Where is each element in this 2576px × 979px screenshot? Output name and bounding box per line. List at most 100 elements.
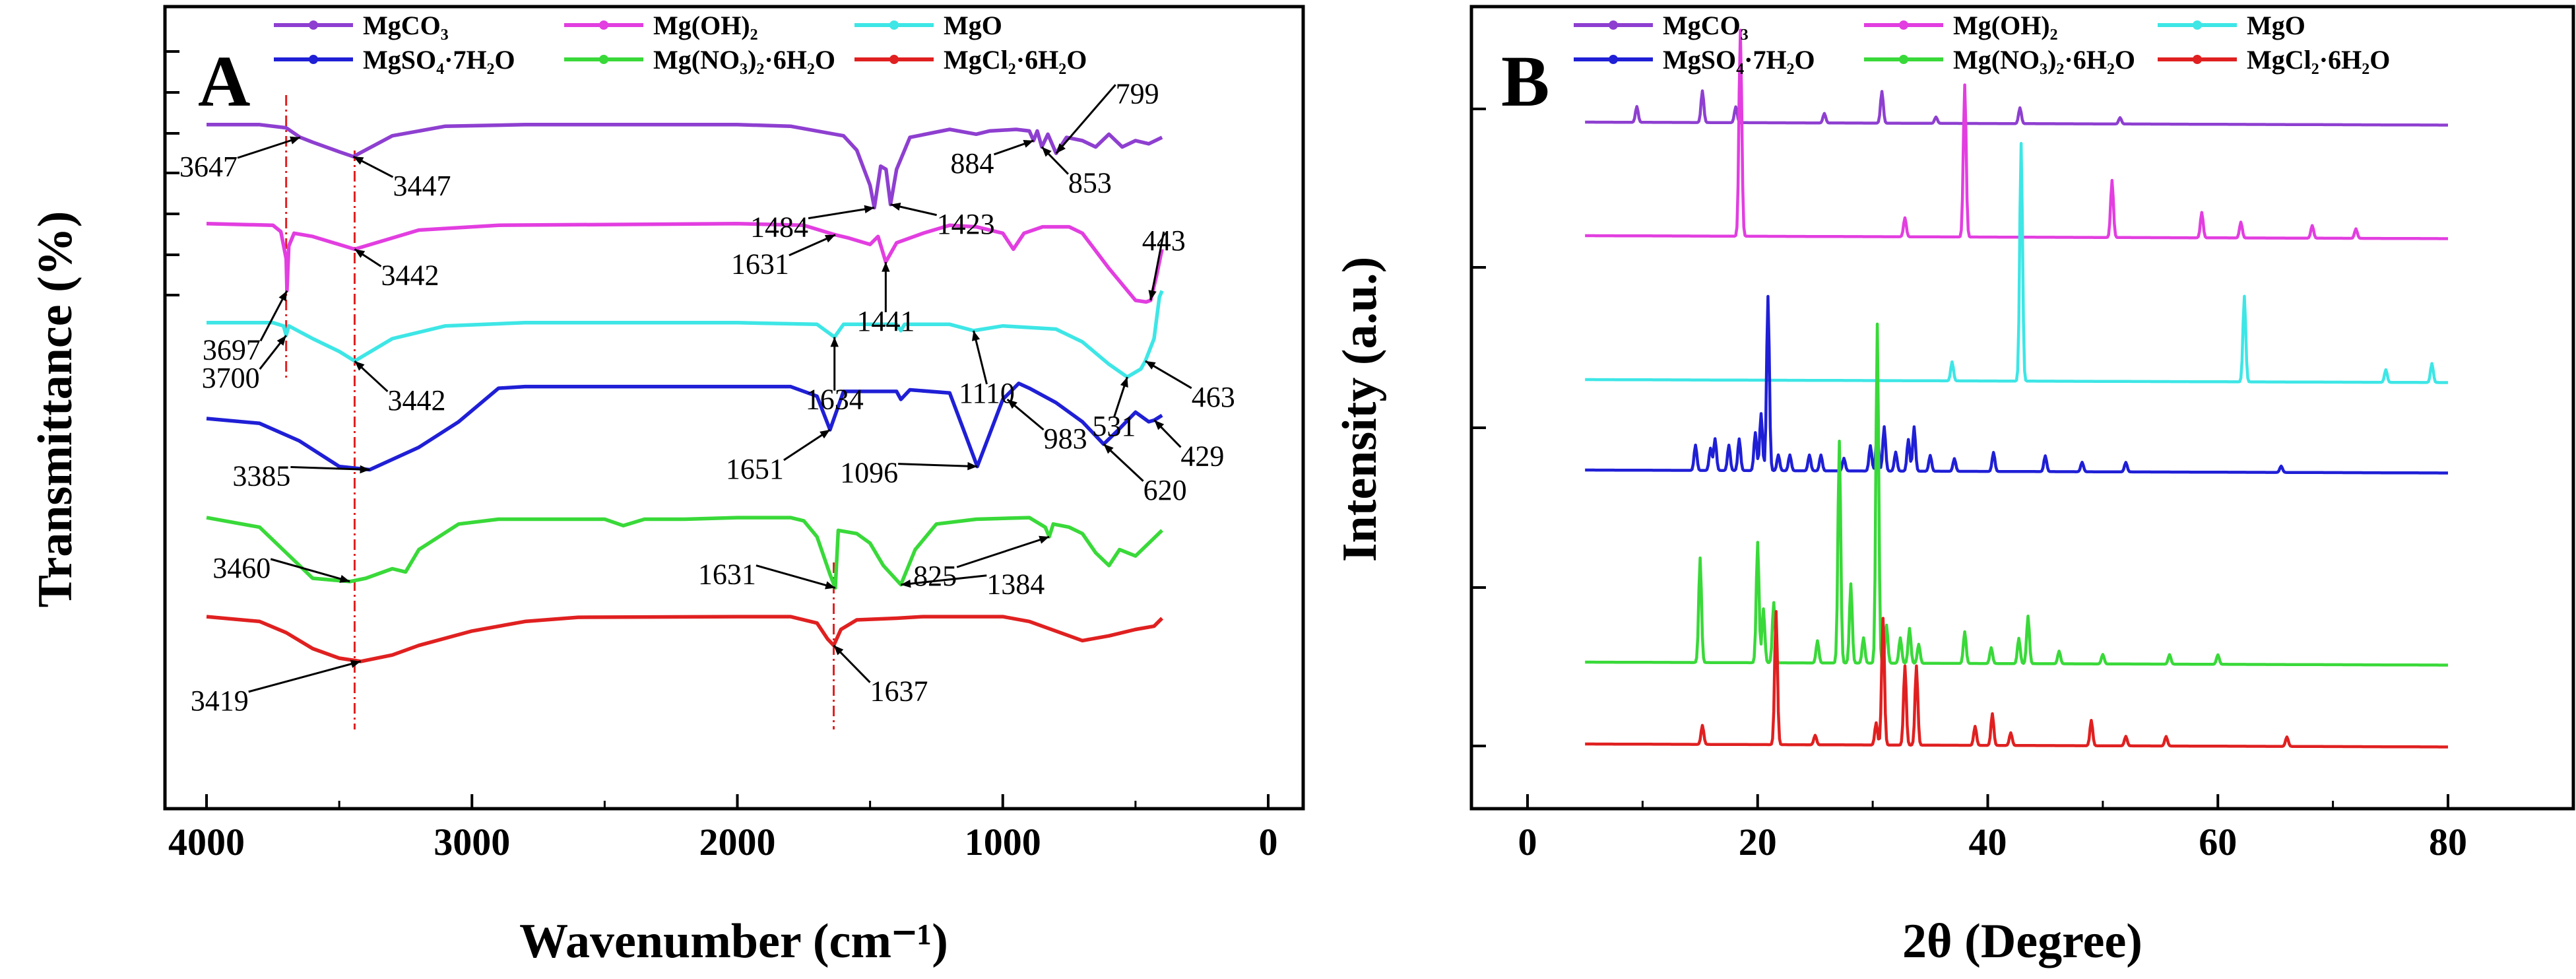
panel-b-series-line xyxy=(1584,28,2449,240)
panel-b-y-axis-title: Intensity (a.u.) xyxy=(1333,257,1387,562)
panel-a-y-ticks xyxy=(165,50,179,296)
panel-a-annotation-arrowhead xyxy=(1148,290,1157,300)
panel-a-annotation-arrow xyxy=(248,660,362,693)
panel-a-annotation-label: 1384 xyxy=(986,568,1045,601)
panel-a-annotation-arrow xyxy=(956,535,1050,568)
panel-b-legend-marker xyxy=(1609,20,1618,30)
panel-a-annotation-label: 1631 xyxy=(698,558,756,591)
panel-a-annotation-label: 983 xyxy=(1044,422,1087,455)
panel-a-legend-label: MgSO₄·7H₂O xyxy=(363,45,515,75)
panel-a-x-axis-title: Wavenumber (cm⁻¹) xyxy=(519,914,948,968)
panel-a-annotation-label: 3460 xyxy=(212,552,271,584)
panel-a-annotation-arrowhead xyxy=(1154,420,1165,430)
panel-a-x-tick-label: 3000 xyxy=(434,821,510,863)
panel-a-annotation-arrowhead xyxy=(290,136,300,145)
panel-a-legend-marker xyxy=(599,55,608,64)
panel-a-annotation-arrow xyxy=(808,207,875,220)
panel-a-annotation-arrowhead xyxy=(354,249,366,258)
panel-a-annotation-arrowhead xyxy=(350,659,361,668)
panel-a-annotation-arrowhead xyxy=(339,574,350,583)
panel-b-series xyxy=(1584,28,2449,749)
panel-a-annotation-label: 853 xyxy=(1068,167,1112,199)
panel-b-legend-label: MgSO₄·7H₂O xyxy=(1663,45,1815,75)
panel-a-annotation-arrowhead xyxy=(901,579,911,588)
panel-b-x-ticks: 0 20 40 60 80 xyxy=(1518,794,2467,863)
panel-a-annotation-arrowhead xyxy=(1145,360,1156,370)
panel-a-annotation-arrowhead xyxy=(1023,139,1034,148)
panel-a-frame xyxy=(163,5,1305,811)
panel-a-annotation-label: 799 xyxy=(1116,77,1159,110)
panel-b-legend-marker xyxy=(1609,55,1618,64)
panel-a-annotation-label: 3647 xyxy=(179,151,238,183)
panel-a-annotation-arrowhead xyxy=(830,337,839,347)
panel-b-x-tick-label: 40 xyxy=(1969,821,2007,863)
panel-a-annotation-label: 429 xyxy=(1180,440,1224,472)
panel-a-annotation-arrow xyxy=(756,564,836,590)
panel-a-reference-lines xyxy=(285,95,835,729)
panel-a-annotations: 3647 3447 1484 1423 884 853 799 3697 3442 1631 144… xyxy=(179,77,1235,717)
panel-a-series-line xyxy=(206,222,1164,304)
panel-b-x-tick-label: 0 xyxy=(1518,821,1537,863)
panel-b-frame xyxy=(1469,5,2575,811)
panel-a-annotation-arrowhead xyxy=(360,465,370,474)
panel-a-annotation-arrowhead xyxy=(276,335,286,346)
panel-a-annotation-arrowhead xyxy=(1120,377,1128,388)
panel-a-annotation-label: 3385 xyxy=(232,459,290,492)
panel-b-letter: B xyxy=(1501,41,1549,121)
panel-b-y-ticks xyxy=(1471,108,1486,747)
panel-a-legend-label: MgCO₃ xyxy=(363,11,449,40)
panel-a-annotation-arrowhead xyxy=(353,156,364,165)
panel-a-legend-marker xyxy=(889,55,899,64)
panel-a-annotation-arrowhead xyxy=(825,581,835,590)
panel-a-y-axis-title: Transmittance (%) xyxy=(28,211,82,608)
panel-a-x-tick-label: 2000 xyxy=(699,821,776,863)
panel-a-annotation-arrow xyxy=(270,558,350,583)
panel-a-annotation-arrow xyxy=(901,574,987,586)
panel-a-legend: MgCO₃ Mg(OH)₂ MgO MgSO₄·7H₂O Mg(NO₃)₂·6H₂O Mg… xyxy=(274,11,1087,75)
panel-a-annotation-label: 1631 xyxy=(731,248,789,281)
panel-a-annotation-arrow xyxy=(237,136,301,159)
panel-a-annotation-label: 1423 xyxy=(937,208,995,240)
panel-a-annotation-arrowhead xyxy=(820,429,830,439)
panel-a-annotation-arrow xyxy=(290,465,370,471)
panel-b-legend-label: Mg(NO₃)₂·6H₂O xyxy=(1953,45,2135,75)
panel-b-legend-marker xyxy=(2193,55,2202,64)
panel-a-series-line xyxy=(207,290,1164,379)
panel-a-x-tick-label: 4000 xyxy=(168,821,245,863)
panel-a-annotation-arrowhead xyxy=(1103,444,1114,454)
panel-a-legend-marker xyxy=(309,20,318,30)
panel-a-annotation-label: 1441 xyxy=(856,305,915,337)
panel-a-series-line xyxy=(207,123,1163,210)
panel-a-annotation-arrowhead xyxy=(824,234,835,243)
panel-b-series-line xyxy=(1584,89,2449,127)
panel-b-series-line xyxy=(1584,322,2449,667)
panel-b-legend-label: MgCO₃ xyxy=(1663,11,1749,40)
panel-a-annotation-label: 3447 xyxy=(393,170,451,202)
panel-a-legend-label: Mg(NO₃)₂·6H₂O xyxy=(653,45,835,75)
panel-a-annotation-label: 3442 xyxy=(381,259,439,292)
panel-a-annotation-arrowhead xyxy=(354,360,365,371)
panel-a-legend-marker xyxy=(309,55,318,64)
panel-b-series-line xyxy=(1584,142,2449,384)
panel-b-legend-marker xyxy=(2193,20,2202,30)
panel-b-x-tick-label: 80 xyxy=(2429,821,2467,863)
panel-a-annotation-label: 1634 xyxy=(806,384,864,416)
panel-a-legend-label: MgCl₂·6H₂O xyxy=(944,45,1087,75)
panel-a-legend-label: MgO xyxy=(944,11,1002,40)
panel-a-annotation-arrowhead xyxy=(833,645,844,656)
panel-a-annotation-arrow xyxy=(1149,231,1165,301)
panel-a-series-line xyxy=(206,382,1163,472)
panel-a-annotation-arrowhead xyxy=(278,290,287,302)
panel-a-annotation-label: 1110 xyxy=(959,377,1015,409)
panel-b-x-axis-title: 2θ (Degree) xyxy=(1902,914,2142,968)
panel-a-annotation-arrow xyxy=(1055,84,1116,154)
panel-b-legend-label: Mg(OH)₂ xyxy=(1953,11,2058,40)
panel-a-annotation-arrowhead xyxy=(1039,535,1050,544)
panel-a-annotation-label: 1096 xyxy=(840,457,898,489)
panel-a-annotation-arrowhead xyxy=(882,261,890,272)
panel-a-annotation-arrowhead xyxy=(1041,147,1052,157)
panel-a-annotation-label: 463 xyxy=(1192,381,1235,413)
panel-a-annotation-label: 443 xyxy=(1142,224,1186,257)
panel-a-annotation-label: 531 xyxy=(1092,410,1136,442)
